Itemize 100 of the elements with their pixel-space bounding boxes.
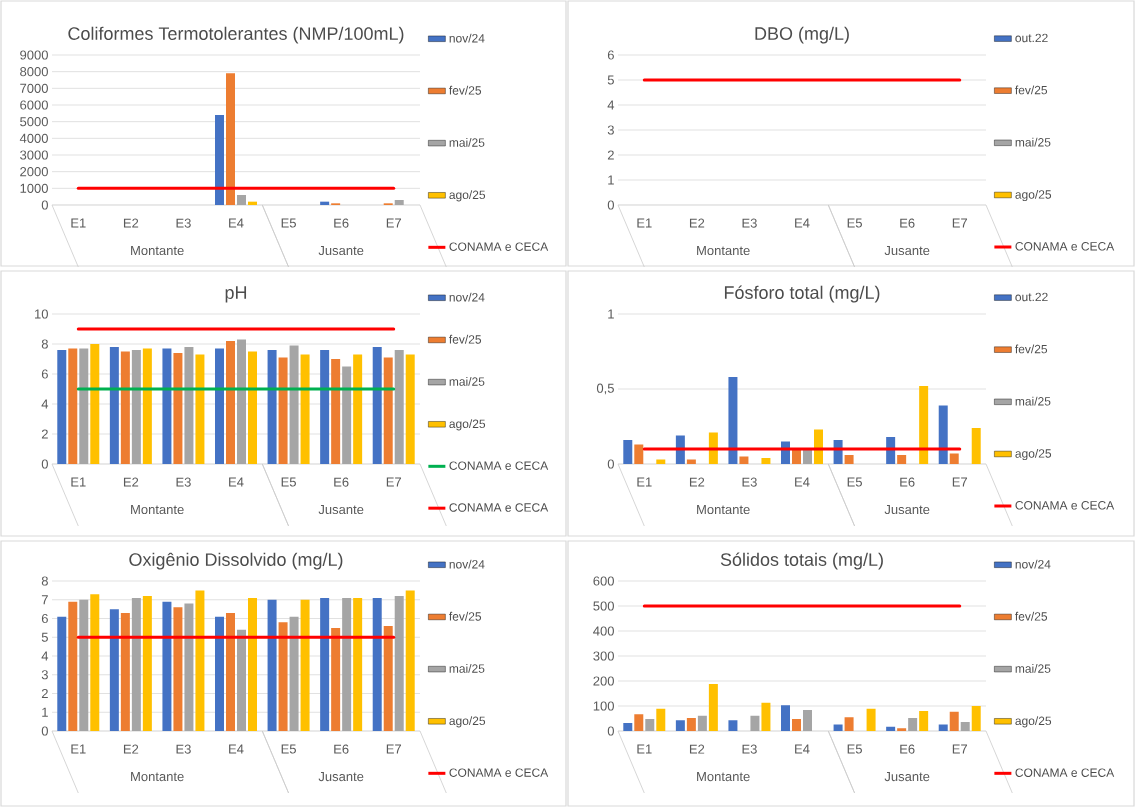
x-tick-label: E7 [386,744,402,754]
x-tick-label: E1 [71,744,86,754]
x-tick-label: E6 [900,477,915,487]
text: Montante [697,246,750,256]
bar [300,354,310,464]
y-tick-label: 0,5 [596,383,614,395]
bar [949,711,959,731]
bar [814,429,824,464]
bar [195,590,205,731]
y-tick-label: 4 [41,399,49,409]
bar [897,455,907,464]
y-tick-label: 8 [41,576,48,586]
legend-label: fev/25 [449,85,482,95]
bar [728,377,738,464]
y-tick-label: 0 [607,200,614,210]
x-tick-label: E3 [176,218,191,228]
x-tick-label: E5 [847,744,862,754]
bar [184,347,194,464]
x-tick-label: E6 [900,218,915,228]
legend-label: mai/25 [449,664,485,673]
x-tick-label: E2 [689,744,705,754]
bar [656,459,666,464]
bar [237,194,246,205]
legend-label: nov/24 [1015,559,1051,569]
legend-label: CONAMA e CECA [1015,242,1115,251]
bar [320,350,330,464]
x-tick-label: E5 [281,477,296,487]
bar [949,453,959,464]
bar [750,715,760,731]
bar [372,597,382,731]
bar [184,603,194,731]
y-tick-label: 8 [41,339,48,349]
text: Jusante [318,772,364,782]
bar [623,723,633,731]
bar [237,339,246,464]
x-tick-label: E6 [334,477,349,487]
y-tick-label: 1 [608,309,614,319]
chart-title: Coliformes Termotolerantes (NMP/100mL) [68,26,404,44]
bar [803,449,813,464]
bar [623,440,633,464]
legend-label: mai/25 [449,377,485,386]
legend-label: fev/25 [1015,611,1048,621]
bar [226,341,235,464]
bar [844,717,854,731]
x-tick-label: E4 [229,477,244,487]
bar [215,616,224,731]
bar [897,728,907,731]
bar [131,350,141,464]
x-tick-label: E6 [334,218,349,228]
y-tick-label: 7 [41,595,48,605]
bar [866,708,876,731]
bar [90,594,100,731]
legend-label: out.22 [1015,33,1048,43]
y-tick-label: 6000 [20,100,48,110]
text: Montante [131,772,184,782]
y-tick-label: 7000 [20,83,48,93]
x-tick-label: E5 [847,218,862,228]
x-tick-label: E7 [386,218,402,228]
bar [886,726,896,731]
bar [215,348,224,464]
bar [162,348,172,464]
bar [57,350,67,464]
y-tick-label: 8000 [20,67,48,77]
legend-label: mai/25 [1015,137,1051,147]
x-tick-label: E7 [952,218,968,228]
legend-label: CONAMA e CECA [1015,501,1115,510]
x-tick-label: E5 [847,477,862,487]
bar [226,612,235,731]
bar [215,115,224,205]
x-tick-label: E7 [952,477,968,487]
x-tick-label: E1 [71,218,86,228]
bar [162,601,172,731]
legend-label: CONAMA e CECA [449,503,549,512]
bar [781,705,791,731]
legend-label: CONAMA e CECA [1015,768,1115,777]
y-tick-label: 6 [41,369,48,379]
text: Jusante [884,505,930,515]
bar [761,702,771,731]
y-tick-label: 300 [593,651,614,661]
bar [226,73,235,205]
bar [383,626,393,731]
bar [120,612,130,731]
y-tick-label: 1 [608,175,614,185]
bar [739,456,749,464]
y-tick-label: 200 [593,676,614,686]
bar [195,354,205,464]
y-tick-label: 4 [607,100,615,110]
bar [383,357,393,464]
bar [142,348,152,464]
legend-label: ago/25 [1015,448,1052,461]
legend-label: mai/25 [1015,664,1051,673]
x-tick-label: E4 [795,744,810,754]
text: Montante [131,246,184,256]
y-tick-label: 10 [35,309,48,319]
bar [938,724,948,731]
bar [289,345,299,464]
bar [844,455,854,464]
y-tick-label: 3 [41,670,48,680]
bar [686,718,696,731]
legend-label: ago/25 [1015,716,1052,728]
